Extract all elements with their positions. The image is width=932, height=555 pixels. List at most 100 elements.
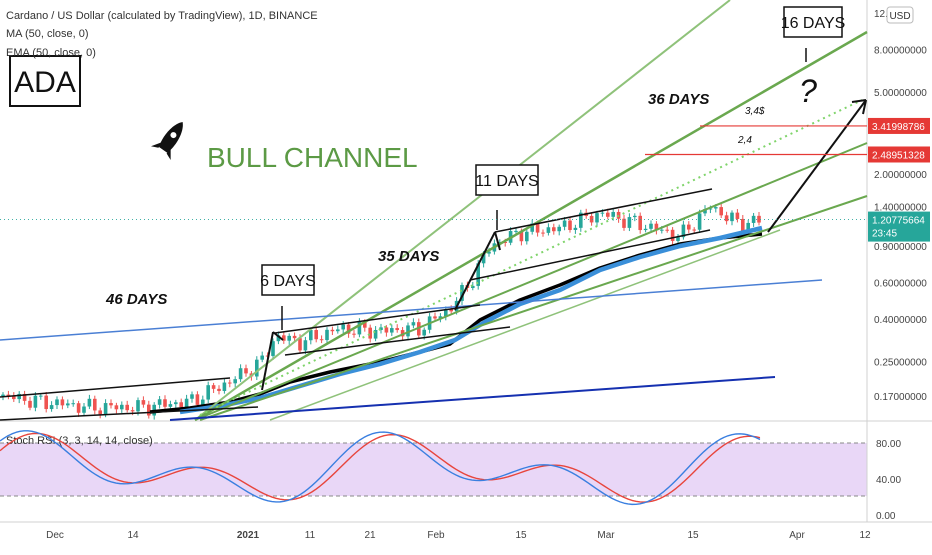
ema-legend[interactable]: EMA (50, close, 0)	[6, 47, 96, 59]
projection-arrow-head-b	[862, 99, 867, 115]
candle-body	[44, 395, 48, 410]
candle-body	[627, 217, 632, 228]
channel-line-lower	[199, 195, 868, 421]
rocket-fins	[150, 142, 171, 160]
currency-button	[886, 6, 914, 24]
candle-body	[93, 398, 97, 411]
candle-body	[163, 399, 167, 407]
candle-body	[141, 400, 146, 405]
candle-body	[125, 404, 129, 411]
candle-body	[368, 327, 372, 339]
price-tick-label: 5.00000000	[874, 88, 927, 99]
candle-body	[33, 395, 38, 408]
candle-body	[292, 335, 297, 339]
candle-body	[476, 263, 480, 286]
candle-body	[319, 339, 324, 341]
candle-body	[697, 213, 702, 230]
candle-body	[184, 398, 189, 408]
candle-body	[525, 231, 529, 242]
candle-body	[217, 388, 221, 391]
candle-body	[330, 329, 335, 332]
price-level-tag	[868, 117, 930, 134]
ticker-label: ADA	[14, 66, 76, 99]
candle-body	[157, 399, 162, 405]
stoch-tick-label: 40.00	[876, 475, 901, 486]
current-price-label: 1.20775664	[872, 216, 925, 227]
stoch-k-line	[0, 430, 761, 506]
candle-body	[395, 328, 399, 331]
candle-body	[670, 229, 675, 241]
price-level-label: 3.41998786	[872, 122, 925, 133]
candle-body	[357, 322, 362, 335]
candle-body	[541, 232, 545, 234]
price-tick-label: 0.60000000	[874, 279, 927, 290]
candle-body	[552, 227, 556, 232]
candle-body	[55, 399, 59, 406]
days-16-box	[783, 6, 843, 38]
price-tick-label: 0.90000000	[874, 242, 927, 253]
rocket-body	[159, 121, 183, 153]
candle-body	[714, 207, 718, 209]
candle-body	[298, 338, 302, 351]
candle-body	[481, 253, 486, 264]
candle-body	[76, 403, 81, 413]
price-level-tag	[868, 146, 930, 163]
candle-body	[660, 229, 664, 231]
price-tick-label: 0.17000000	[874, 392, 927, 403]
candle-body	[147, 404, 151, 416]
candle-body	[503, 242, 507, 244]
range-2-bottom	[284, 326, 511, 356]
stoch-title: Stoch RSI (3, 3, 14, 14, close)	[6, 435, 153, 447]
candle-body	[114, 405, 119, 410]
candle-body	[568, 220, 572, 230]
candle-body	[751, 215, 756, 223]
candle-body	[595, 213, 599, 223]
range-1-bottom	[0, 406, 259, 421]
candle-body	[757, 215, 761, 223]
candle-body	[530, 223, 534, 232]
candle-body	[557, 226, 561, 232]
ma-legend[interactable]: MA (50, close, 0)	[6, 28, 89, 40]
symbol-title: Cardano / US Dollar (calculated by Tradi…	[6, 10, 318, 22]
candle-body	[228, 382, 232, 384]
candle-body	[190, 394, 194, 399]
channel-line-upper	[194, 30, 868, 422]
candle-body	[325, 329, 329, 341]
candle-body	[346, 324, 351, 334]
candle-body	[233, 379, 237, 384]
time-tick-label: Dec	[46, 530, 64, 541]
time-tick-label: 15	[515, 530, 527, 541]
candle-body	[422, 329, 426, 336]
candle-body	[611, 211, 615, 217]
channel-line-outer	[194, 0, 731, 421]
candle-body	[676, 237, 680, 241]
candle-body	[314, 330, 318, 340]
candle-body	[411, 322, 416, 326]
candle-body	[665, 229, 669, 231]
time-tick-label: 12	[859, 530, 871, 541]
level-345-label: 3,4$	[745, 106, 765, 117]
candle-body	[109, 403, 113, 406]
candle-body	[352, 333, 356, 335]
candle-body	[471, 285, 475, 288]
candle-body	[201, 399, 205, 405]
candle-body	[487, 251, 491, 254]
range-2-top	[274, 304, 481, 334]
breakout-arrow-2	[454, 231, 496, 311]
candle-body	[579, 212, 583, 228]
candle-body	[130, 410, 135, 412]
candle-body	[136, 400, 140, 412]
days-36-label: 36 DAYS	[648, 91, 709, 108]
candle-body	[39, 395, 43, 397]
channel-line-base	[269, 229, 781, 421]
candle-body	[449, 309, 453, 312]
candle-body	[681, 224, 686, 238]
candle-body	[460, 284, 464, 301]
candle-body	[222, 382, 227, 391]
candle-body	[271, 341, 275, 356]
bar-countdown: 23:45	[872, 229, 897, 240]
projection-arrow-head-a	[851, 99, 867, 103]
question-mark: ?	[799, 73, 817, 109]
